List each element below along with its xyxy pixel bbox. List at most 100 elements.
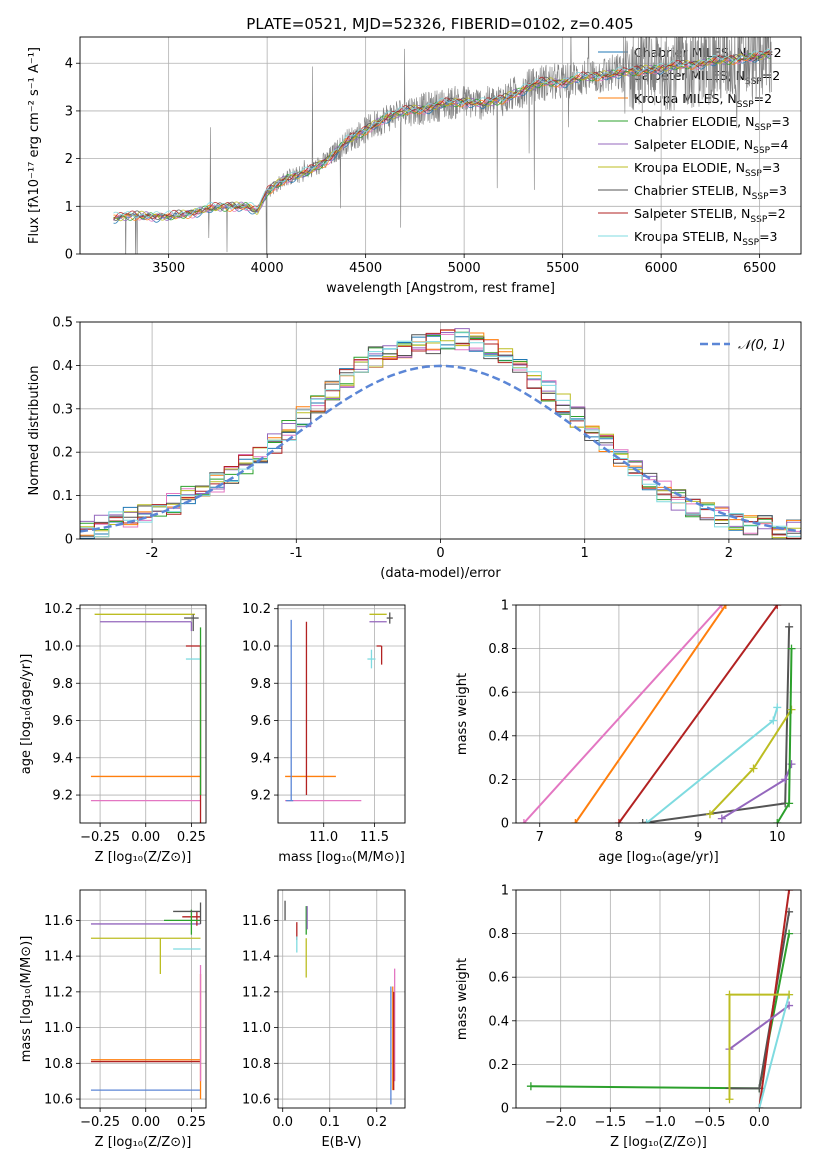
residual_hist-xlabel: (data-model)/error <box>380 566 501 581</box>
weight_vs_age-xlabel: age [log₁₀(age/yr)] <box>598 850 719 865</box>
mass_vs_Z-xlabel: Z [log₁₀(Z/Z⊙)] <box>95 1135 192 1150</box>
legend-entry-4: Chabrier ELODIE, NSSP=3 <box>634 114 790 133</box>
spectrum-xtick-label: 3500 <box>152 261 185 276</box>
spectrum-panel: 3500 4000 4500 5000 5500 6000 6500 0 1 2 3 4 wavelen… <box>27 36 802 296</box>
mass_vs_ebv-marks <box>284 900 396 1105</box>
weight_vs_age-xtick-label: 8 <box>615 830 623 845</box>
weight_vs_Z-ytick-label: 0.2 <box>488 1058 509 1073</box>
legend-entry-value: =4 <box>770 137 788 152</box>
legend-entry-subscript: SSP <box>745 77 762 87</box>
weight_vs_age-marker <box>705 810 714 819</box>
spectrum-xtick-label: 4500 <box>349 261 382 276</box>
legend-entry-value: =3 <box>762 160 780 175</box>
legend-entry-value: =2 <box>754 91 772 106</box>
age_vs_Z-ytick-label: 9.6 <box>52 714 73 729</box>
spectrum-marks <box>113 37 772 254</box>
mass_vs_Z-ytick-label: 11.6 <box>44 914 73 929</box>
legend-entry-subscript: SSP <box>737 100 754 110</box>
age_vs_Z-ytick-label: 9.2 <box>52 789 73 804</box>
weight_vs_age-marker <box>773 819 782 823</box>
mass_vs_ebv-ytick-label: 11.6 <box>242 914 271 929</box>
weight_vs_age-frame <box>515 604 802 824</box>
mass_vs_ebv-panel: 0.0 0.1 0.2 10.6 10.8 11.0 11.2 11.4 11.6 E(B-V) <box>242 889 406 1150</box>
mass_vs_Z-panel: −0.25 0.00 0.25 10.6 10.8 11.0 11.2 11.4 11.6 Z [… <box>19 889 207 1150</box>
residual_hist-ytick-label: 0.3 <box>52 402 73 417</box>
legend-entry-subscript: SSP <box>742 238 759 248</box>
legend-entry-text: Salpeter ELODIE, N <box>634 137 753 152</box>
mass_vs_ebv-xlabel: E(B-V) <box>321 1135 361 1150</box>
weight_vs_Z-series-5 <box>758 994 791 1108</box>
age_vs_mass-ytick-label: 10.0 <box>242 639 271 654</box>
mass_vs_ebv-ytick-label: 11.4 <box>242 950 271 965</box>
residual_hist-grid <box>80 321 801 540</box>
mass_vs_Z-marks <box>90 902 202 1100</box>
mass_vs_ebv-grid <box>278 890 405 1108</box>
weight_vs_Z-ytick-label: 0.8 <box>488 927 509 942</box>
weight_vs_Z-xtick-label: 0.0 <box>749 1115 770 1130</box>
mass_vs_Z-ytick-label: 11.4 <box>44 950 73 965</box>
residual_hist-xtick-label: 0 <box>436 546 444 561</box>
residual_hist-marks <box>80 328 801 539</box>
age_vs_Z-grid <box>80 605 206 823</box>
mass_vs_ebv-xtick-label: 0.2 <box>366 1115 387 1130</box>
mass_vs_Z-ylabel: mass [log₁₀(M/M⊙)] <box>19 936 34 1063</box>
mass_vs_ebv-xtick-label: 0.0 <box>272 1115 293 1130</box>
age_vs_Z-ytick-label: 9.8 <box>52 677 73 692</box>
weight_vs_Z-panel: −2.0 −1.5 −1.0 −0.5 0.0 0 0.2 0.4 0.6 0.8 1 Z [log₁… <box>455 884 802 1150</box>
age_vs_mass-ytick-label: 9.4 <box>250 751 271 766</box>
histogram-series-8 <box>80 329 801 539</box>
legend-entry-subscript: SSP <box>752 192 769 202</box>
weight_vs_age-marker <box>571 819 580 823</box>
weight_vs_Z-marker <box>725 990 734 999</box>
spectrum-model-line-9 <box>113 48 771 218</box>
legend-entry-value: =3 <box>771 114 789 129</box>
weight_vs_age-series-5 <box>645 707 779 823</box>
age_vs_mass-xtick-label: 11.5 <box>360 830 389 845</box>
age_vs_mass-frame <box>277 604 406 824</box>
weight_vs_Z-ytick-label: 0 <box>501 1102 509 1117</box>
age_vs_mass-ytick-label: 9.2 <box>250 789 271 804</box>
weight_vs_Z-ylabel: mass weight <box>455 958 470 1040</box>
weight_vs_age-marks <box>519 605 796 823</box>
legend-entry-value: =2 <box>767 206 785 221</box>
age_vs_Z-xtick-label: 0.25 <box>177 830 206 845</box>
mass_vs_ebv-ytick-label: 10.8 <box>242 1057 271 1072</box>
weight_vs_age-marker <box>614 819 623 823</box>
age_vs_Z-ytick-label: 10.2 <box>44 602 73 617</box>
residual_hist-xtick-label: -1 <box>290 546 303 561</box>
mass_vs_Z-ytick-label: 10.6 <box>44 1093 73 1108</box>
weight_vs_Z-xtick-label: −1.0 <box>644 1115 676 1130</box>
residual_hist-xtick-label: 2 <box>725 546 733 561</box>
mass_vs_Z-grid <box>80 890 206 1108</box>
legend-entry-6: Kroupa ELODIE, NSSP=3 <box>634 160 780 179</box>
legend-entry-text: Kroupa ELODIE, N <box>634 160 745 175</box>
mass_vs_ebv-ytick-label: 10.6 <box>242 1093 271 1108</box>
mass_vs_Z-ytick-label: 11.0 <box>44 1021 73 1036</box>
mass_vs_Z-xtick-label: −0.25 <box>80 1115 120 1130</box>
weight_vs_age-marker <box>773 605 782 609</box>
legend-entry-value: =3 <box>769 183 787 198</box>
weight_vs_age-xtick-label: 7 <box>536 830 544 845</box>
age_vs_mass-ytick-label: 9.6 <box>250 714 271 729</box>
mass_vs_ebv-ytick-label: 11.0 <box>242 1021 271 1036</box>
normal-curve <box>80 364 801 533</box>
spectrum-xtick-label: 6000 <box>645 261 678 276</box>
weight_vs_Z-marks <box>526 890 794 1108</box>
age_vs_Z-xtick-label: 0.00 <box>131 830 160 845</box>
spectrum-model-line-2 <box>113 51 771 222</box>
weight_vs_age-marker <box>638 819 647 823</box>
legend-entry-5: Salpeter ELODIE, NSSP=4 <box>634 137 789 156</box>
weight_vs_age-marker <box>787 644 796 653</box>
mass_vs_ebv-frame <box>277 889 406 1109</box>
spectrum-xtick-label: 6500 <box>743 261 776 276</box>
histogram-series-7 <box>80 334 801 537</box>
weight_vs_Z-marker <box>755 1104 764 1108</box>
spectrum-ylabel: Flux [fλ10⁻¹⁷ erg cm⁻² s⁻¹ A⁻¹] <box>27 47 42 244</box>
figure-title: PLATE=0521, MJD=52326, FIBERID=0102, z=0… <box>246 15 633 33</box>
spectrum-model-line-7 <box>113 51 771 221</box>
legend-entry-text: Chabrier STELIB, N <box>634 183 752 198</box>
age_vs_mass-grid <box>278 605 405 823</box>
legend-entry-value: =3 <box>759 229 777 244</box>
weight_vs_age-ytick-label: 0 <box>501 817 509 832</box>
weight_vs_age-marker <box>781 775 790 784</box>
